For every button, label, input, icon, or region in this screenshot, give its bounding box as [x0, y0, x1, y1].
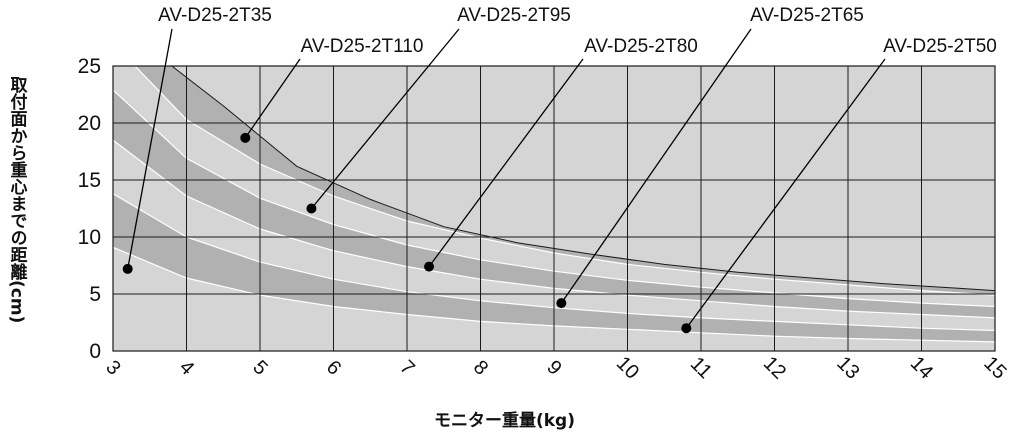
annotation-label: AV-D25-2T95: [457, 5, 571, 26]
x-tick-label: 9: [542, 356, 565, 379]
annotation-label: AV-D25-2T110: [301, 36, 424, 57]
x-tick-label: 12: [759, 352, 790, 383]
x-tick-label: 5: [248, 356, 271, 379]
x-tick-label: 6: [322, 356, 345, 379]
chart-annotations: AV-D25-2T35 AV-D25-2T110 AV-D25-2T95 AV-D25…: [122, 5, 997, 334]
annotation-label: AV-D25-2T50: [883, 36, 997, 57]
x-tick-label: 8: [469, 356, 492, 379]
y-tick-label: 15: [78, 169, 101, 192]
annotation-marker: [424, 261, 435, 272]
band-av-d25-2t110: [135, 66, 995, 296]
y-tick-label: 25: [78, 55, 101, 78]
y-tick-label: 10: [78, 226, 101, 249]
annotation-marker: [240, 132, 251, 143]
y-tick-label: 20: [78, 112, 101, 135]
x-tick-label: 7: [395, 356, 418, 379]
annotation-label: AV-D25-2T65: [750, 5, 864, 26]
x-tick-label: 13: [832, 352, 863, 383]
x-tick-label: 11: [686, 353, 716, 383]
annotation-label: AV-D25-2T80: [584, 36, 698, 57]
leader-line: [428, 58, 584, 268]
y-tick-label: 0: [89, 340, 101, 363]
x-tick-label: 15: [979, 352, 1009, 383]
leader-line: [244, 58, 301, 139]
leader-line: [560, 28, 752, 304]
y-axis-label-box: 取付面から重心までの距離(cm): [4, 35, 30, 365]
y-tick-label: 5: [89, 283, 101, 306]
plot-frame: [112, 65, 996, 352]
annotation-marker: [306, 203, 317, 214]
x-tick-label: 10: [612, 352, 643, 383]
curve-av-d25-2t110: [171, 66, 995, 292]
annotation-marker: [556, 298, 567, 309]
annotation-label: AV-D25-2T35: [158, 5, 272, 26]
x-tick-label: 14: [906, 352, 937, 383]
leader-line: [127, 28, 173, 270]
x-axis-label: モニター重量(kg): [433, 411, 575, 431]
band-av-d25-2t35: [113, 66, 995, 351]
y-axis-label: 取付面から重心までの距離(cm): [6, 76, 27, 324]
leader-line: [310, 28, 460, 209]
chart-grid: [112, 65, 996, 352]
x-tick-label: 4: [175, 356, 198, 379]
annotation-marker: [122, 263, 133, 274]
x-tick-label: 3: [101, 356, 124, 379]
leader-line: [685, 58, 886, 329]
annotation-marker: [681, 323, 692, 334]
